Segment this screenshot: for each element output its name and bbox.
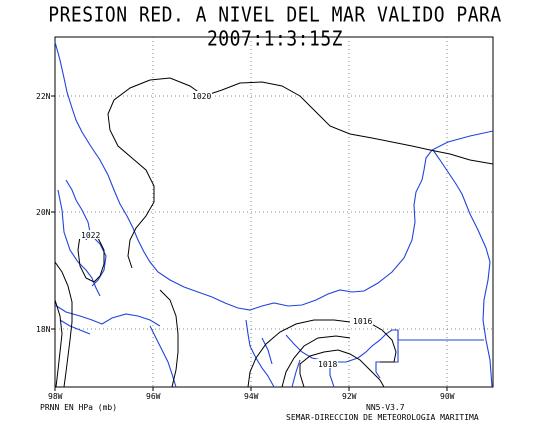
x-axis-labels: 98W 96W 94W 92W 90W [48, 392, 455, 401]
contour-label-1022: 1022 [81, 231, 100, 240]
axis-ticks [51, 95, 448, 391]
lat-lon-grid [55, 37, 493, 387]
agency-credit: SEMAR-DIRECCION DE METEOROLOGIA MARITIMA [286, 413, 479, 422]
y-axis-labels: 22N 20N 18N [36, 92, 51, 334]
x-tick-label: 92W [342, 392, 357, 401]
contour-label-1016: 1016 [353, 317, 372, 326]
x-tick-label: 90W [440, 392, 455, 401]
map-title: PRESION RED. A NIVEL DEL MAR VALIDO PARA… [48, 2, 502, 52]
contour-label-1018: 1018 [318, 360, 337, 369]
model-version: NN5-V3.7 [366, 403, 405, 412]
x-tick-label: 96W [146, 392, 161, 401]
x-tick-label: 94W [244, 392, 259, 401]
y-tick-label: 18N [36, 325, 51, 334]
units-label: PRNN EN HPa (mb) [40, 403, 118, 412]
coastline [54, 41, 494, 388]
y-tick-label: 22N [36, 92, 51, 101]
contour-labels: 1020 1022 1016 1018 [79, 91, 373, 369]
contour-label-1020: 1020 [192, 92, 211, 101]
y-tick-label: 20N [36, 208, 51, 217]
isobars [54, 77, 494, 388]
x-tick-label: 98W [48, 392, 63, 401]
